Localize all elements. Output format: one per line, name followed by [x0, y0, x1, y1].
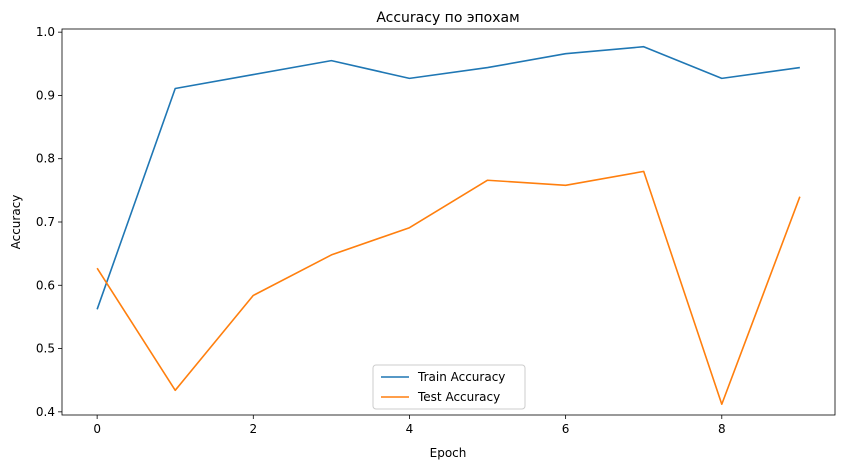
- data-point-1-4: [409, 227, 411, 229]
- y-tick-label: 0.7: [36, 215, 55, 229]
- data-point-1-0: [96, 267, 98, 269]
- data-point-0-7: [643, 46, 645, 48]
- x-tick-label: 6: [562, 422, 570, 436]
- legend-box: [372, 364, 526, 410]
- y-tick-label: 0.9: [36, 88, 55, 102]
- data-point-1-5: [487, 179, 489, 181]
- chart-title: Accuracy по эпохам: [376, 10, 519, 26]
- data-point-1-8: [721, 403, 723, 405]
- x-tick-label: 0: [93, 422, 101, 436]
- data-point-0-4: [409, 78, 411, 80]
- legend: Train Accuracy Test Accuracy: [372, 364, 526, 410]
- plot-border: [61, 28, 836, 416]
- data-point-1-7: [643, 171, 645, 173]
- y-tick-label: 0.4: [36, 405, 55, 419]
- data-point-0-8: [721, 78, 723, 80]
- data-point-1-2: [252, 295, 254, 297]
- y-tick-label: 1.0: [36, 25, 55, 39]
- y-tick-label: 0.5: [36, 342, 55, 356]
- y-tick-label: 0.8: [36, 152, 55, 166]
- data-point-1-3: [331, 254, 333, 256]
- data-point-0-6: [565, 53, 567, 55]
- data-point-0-0: [96, 309, 98, 311]
- data-point-1-9: [799, 196, 801, 198]
- data-point-0-1: [174, 88, 176, 90]
- data-point-0-9: [799, 67, 801, 69]
- y-axis-title: Accuracy: [9, 195, 23, 250]
- y-axis: 0.4 0.5 0.6 0.7 0.8 0.9 1.0: [36, 25, 62, 419]
- series-lines: [96, 45, 801, 406]
- legend-label-0: Train Accuracy: [417, 370, 505, 384]
- x-tick-label: 4: [406, 422, 414, 436]
- data-point-1-6: [565, 184, 567, 186]
- data-point-0-2: [252, 74, 254, 76]
- data-point-0-5: [487, 67, 489, 69]
- x-axis: 0 2 4 6 8: [93, 415, 726, 436]
- x-tick-label: 2: [249, 422, 257, 436]
- data-point-1-1: [174, 390, 176, 392]
- series-line-0: [96, 45, 800, 310]
- data-point-0-3: [331, 60, 333, 62]
- plot-area: [62, 29, 835, 415]
- series-line-1: [96, 170, 801, 406]
- x-axis-title: Epoch: [430, 446, 467, 460]
- x-tick-label: 8: [718, 422, 726, 436]
- legend-label-1: Test Accuracy: [417, 390, 500, 404]
- y-tick-label: 0.6: [36, 278, 55, 292]
